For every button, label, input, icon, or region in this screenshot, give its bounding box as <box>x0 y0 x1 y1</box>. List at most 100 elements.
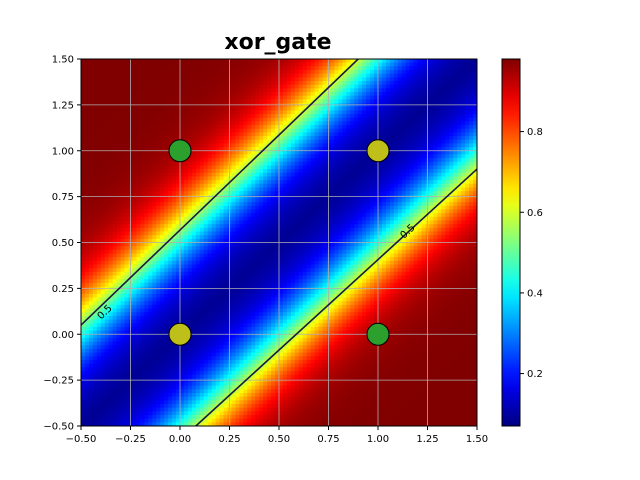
heatmap-cell <box>271 66 276 71</box>
heatmap-cell <box>183 114 189 119</box>
heatmap-cell <box>81 59 86 64</box>
heatmap-cell <box>231 337 237 343</box>
heatmap-cell <box>231 370 237 376</box>
heatmap-cell <box>152 132 157 137</box>
heatmap-cell <box>247 411 252 416</box>
heatmap-cell <box>164 271 169 277</box>
heatmap-cell <box>104 235 110 240</box>
heatmap-cell <box>96 301 102 306</box>
heatmap-cell <box>263 224 268 229</box>
heatmap-cell <box>81 260 86 266</box>
heatmap-cell <box>275 106 280 111</box>
heatmap-cell <box>112 253 118 258</box>
heatmap-cell <box>160 161 165 167</box>
heatmap-cell <box>116 242 122 247</box>
heatmap-cell <box>180 114 185 119</box>
heatmap-cell <box>219 132 225 137</box>
heatmap-cell <box>96 422 102 426</box>
heatmap-cell <box>81 169 86 174</box>
heatmap-cell <box>96 293 102 299</box>
heatmap-cell <box>195 334 201 339</box>
heatmap-cell <box>152 319 157 324</box>
heatmap-cell <box>120 176 126 181</box>
heatmap-cell <box>168 205 173 211</box>
heatmap-cell <box>88 422 94 426</box>
heatmap-cell <box>207 158 213 163</box>
heatmap-cell <box>239 220 244 225</box>
heatmap-cell <box>136 235 141 240</box>
heatmap-cell <box>243 92 248 97</box>
heatmap-cell <box>104 117 110 122</box>
heatmap-cell <box>239 158 244 163</box>
heatmap-cell <box>187 359 193 365</box>
heatmap-cell <box>108 92 114 97</box>
heatmap-cell <box>100 81 106 86</box>
heatmap-cell <box>168 176 173 181</box>
heatmap-cell <box>120 359 126 365</box>
heatmap-cell <box>207 271 213 277</box>
heatmap-cell <box>215 128 221 133</box>
heatmap-cell <box>104 224 110 229</box>
heatmap-cell <box>164 66 169 71</box>
heatmap-cell <box>84 70 90 75</box>
heatmap-cell <box>100 271 106 277</box>
heatmap-cell <box>199 88 205 93</box>
heatmap-cell <box>120 73 126 78</box>
heatmap-cell <box>207 389 213 394</box>
heatmap-cell <box>231 114 237 119</box>
heatmap-cell <box>203 161 209 167</box>
heatmap-cell <box>84 59 90 64</box>
heatmap-cell <box>207 282 213 288</box>
heatmap-cell <box>231 198 237 203</box>
heatmap-cell <box>148 231 153 236</box>
heatmap-cell <box>81 220 86 225</box>
heatmap-cell <box>164 403 169 409</box>
heatmap-cell <box>203 392 209 398</box>
heatmap-cell <box>203 268 209 273</box>
heatmap-cell <box>132 121 138 126</box>
heatmap-cell <box>160 165 165 170</box>
heatmap-cell <box>152 88 157 93</box>
heatmap-cell <box>156 301 161 306</box>
heatmap-cell <box>140 249 145 255</box>
heatmap-cell <box>152 117 157 122</box>
heatmap-cell <box>120 319 126 324</box>
heatmap-cell <box>136 191 141 196</box>
heatmap-cell <box>176 114 181 119</box>
heatmap-cell <box>223 315 229 321</box>
heatmap-cell <box>187 158 193 163</box>
heatmap-cell <box>168 125 173 130</box>
heatmap-cell <box>203 315 209 321</box>
heatmap-cell <box>243 202 248 207</box>
heatmap-cell <box>152 260 157 266</box>
heatmap-cell <box>235 323 240 328</box>
heatmap-cell <box>183 418 189 423</box>
heatmap-cell <box>247 242 252 247</box>
heatmap-cell <box>271 183 276 189</box>
heatmap-cell <box>267 106 272 111</box>
heatmap-cell <box>267 224 272 229</box>
heatmap-cell <box>223 367 229 372</box>
heatmap-cell <box>239 66 244 71</box>
heatmap-cell <box>81 187 86 192</box>
heatmap-cell <box>203 235 209 240</box>
heatmap-cell <box>243 359 248 365</box>
heatmap-cell <box>183 216 189 222</box>
heatmap-cell <box>104 77 110 82</box>
heatmap-cell <box>247 304 252 310</box>
heatmap-cell <box>203 158 209 163</box>
heatmap-cell <box>104 381 110 387</box>
heatmap-cell <box>187 407 193 412</box>
heatmap-cell <box>239 242 244 247</box>
heatmap-cell <box>160 183 165 189</box>
heatmap-cell <box>88 125 94 130</box>
heatmap-cell <box>108 147 114 152</box>
heatmap-cell <box>136 271 141 277</box>
heatmap-cell <box>152 183 157 189</box>
heatmap-cell <box>144 238 149 244</box>
heatmap-cell <box>176 84 181 89</box>
heatmap-cell <box>247 158 252 163</box>
heatmap-cell <box>207 169 213 174</box>
heatmap-cell <box>259 418 264 423</box>
heatmap-cell <box>251 290 256 295</box>
